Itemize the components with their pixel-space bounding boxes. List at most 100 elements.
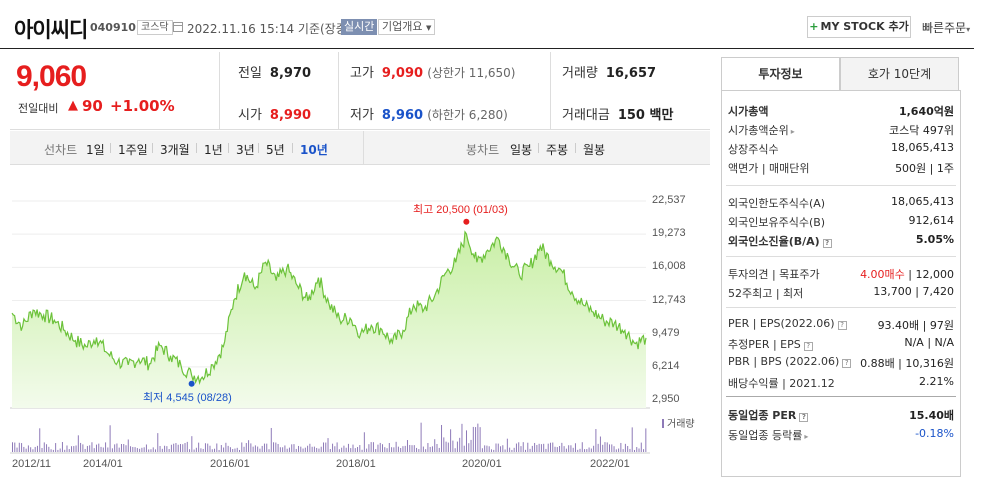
volume-bar (447, 442, 449, 452)
open-label: 시가 (238, 108, 262, 123)
volume-bar (50, 449, 52, 452)
tab-candle-2[interactable]: 월봉 (583, 143, 606, 157)
volume-bar (298, 445, 300, 452)
header-divider (0, 48, 974, 49)
candle-chart-label: 봉차트 (466, 143, 500, 157)
volume-bar (593, 445, 595, 452)
tab-period-2[interactable]: 3개월 (160, 143, 190, 157)
volume-bar (538, 443, 540, 452)
volume-bar (522, 442, 524, 452)
volume-bar (470, 439, 472, 452)
price-line (11, 230, 647, 386)
tab-period-0[interactable]: 1일 (86, 143, 105, 157)
volume-bar (368, 444, 370, 452)
add-my-stock-button[interactable]: + MY STOCK 추가 (807, 16, 911, 38)
help-icon[interactable]: ? (799, 413, 809, 422)
volume-bar (554, 446, 556, 452)
volume-bar (382, 444, 384, 452)
investment-info-body: 시가총액 1,640억원 시가총액순위 ▸ 코스닥 497위 상장주식수 18,065,41… (721, 90, 961, 477)
volume-bar (141, 447, 143, 452)
amount-value: 150 백만 (617, 108, 674, 123)
volume-bar (207, 443, 209, 452)
volume-bar (270, 427, 272, 452)
y-tick-label: 22,537 (652, 194, 686, 206)
info-row: 외국인한도주식수(A) 18,065,413 (728, 195, 954, 213)
volume-bar (584, 449, 586, 452)
info-row-label: 외국인보유주식수(B) (728, 216, 826, 229)
volume-bar (529, 448, 531, 452)
help-icon[interactable]: ? (842, 359, 852, 368)
tab-orderbook-10[interactable]: 호가 10단계 (840, 57, 959, 91)
volume-bar (400, 448, 402, 452)
volume-bar (282, 447, 284, 452)
y-tick-label: 2,950 (652, 393, 680, 405)
volume-bar (288, 447, 290, 452)
volume-bar (370, 442, 372, 452)
price-chart[interactable]: 22,537 19,273 16,008 12,743 9,479 6,214 2,950 … (10, 168, 710, 478)
high-label: 고가 (350, 66, 374, 81)
info-row-label: 배당수익률 | 2021.12 (728, 377, 835, 390)
chevron-down-icon: ▼ (425, 24, 432, 32)
volume-bar (361, 449, 363, 452)
max-price-annotation: 최고 20,500 (01/03) (413, 204, 508, 216)
tab-period-6[interactable]: 10년 (300, 143, 328, 157)
volume-bar (527, 442, 529, 452)
volume-bar (588, 447, 590, 452)
info-group-divider (726, 256, 956, 257)
info-row-label[interactable]: 시가총액순위 ▸ (728, 124, 795, 137)
volume-bar (134, 447, 136, 452)
volume-bar (441, 424, 443, 452)
info-row-label[interactable]: 동일업종 등락률 ▸ (728, 429, 809, 442)
volume-bar (73, 446, 75, 452)
info-row: 상장주식수 18,065,413 (728, 141, 954, 159)
info-row-value: 18,065,413 (891, 141, 954, 154)
volume-bar (21, 443, 23, 452)
volume-bar (59, 448, 61, 452)
open-price: 시가 8,990 (238, 104, 311, 123)
volume-bar (345, 447, 347, 452)
volume-bar (273, 442, 275, 452)
tab-period-4[interactable]: 3년 (236, 143, 255, 157)
volume-bar (80, 442, 82, 452)
volume-bar (229, 447, 231, 452)
quick-order-button[interactable]: 빠른주문▾ (922, 19, 970, 36)
tab-period-5[interactable]: 5년 (266, 143, 285, 157)
tab-period-3[interactable]: 1년 (204, 143, 223, 157)
tab-period-1[interactable]: 1주일 (118, 143, 148, 157)
volume-bar (193, 449, 195, 452)
info-row: 추정PER | EPS? N/A | N/A (728, 336, 954, 354)
tab-candle-0[interactable]: 일봉 (510, 143, 533, 157)
help-icon[interactable]: ? (803, 342, 813, 351)
volume-bar (116, 443, 118, 452)
volume-bar (347, 443, 349, 452)
help-icon[interactable]: ? (822, 239, 832, 248)
plus-icon: + (809, 20, 819, 33)
help-icon[interactable]: ? (837, 321, 847, 330)
tab-separator (152, 143, 153, 153)
up-triangle-icon: ▲ (68, 98, 78, 113)
volume-bar (406, 440, 408, 452)
volume-bar (66, 445, 68, 452)
volume-bar (461, 423, 463, 452)
volume-bar (484, 445, 486, 452)
volume-bar (277, 443, 279, 452)
open-value: 8,990 (269, 108, 312, 123)
volume-bar (627, 446, 629, 452)
volume-bar (404, 445, 406, 452)
volume-bar (82, 444, 84, 452)
tab-separator (228, 143, 229, 153)
volume-bar (186, 441, 188, 452)
volume-bar (438, 447, 440, 452)
tab-candle-1[interactable]: 주봉 (546, 143, 569, 157)
company-overview-button[interactable]: 기업개요 ▼ (378, 19, 436, 35)
volume-bar (245, 443, 247, 452)
volume-bar (159, 445, 161, 452)
volume-bar (377, 444, 379, 452)
volume-bar (325, 442, 327, 452)
low-price: 저가 8,960 (하한가 6,280) (350, 104, 508, 123)
volume-bar (559, 445, 561, 452)
realtime-badge[interactable]: 실시간 (341, 19, 378, 35)
volume-bar (300, 446, 302, 452)
tab-investment-info[interactable]: 투자정보 (721, 57, 840, 91)
volume-bar (86, 445, 88, 452)
